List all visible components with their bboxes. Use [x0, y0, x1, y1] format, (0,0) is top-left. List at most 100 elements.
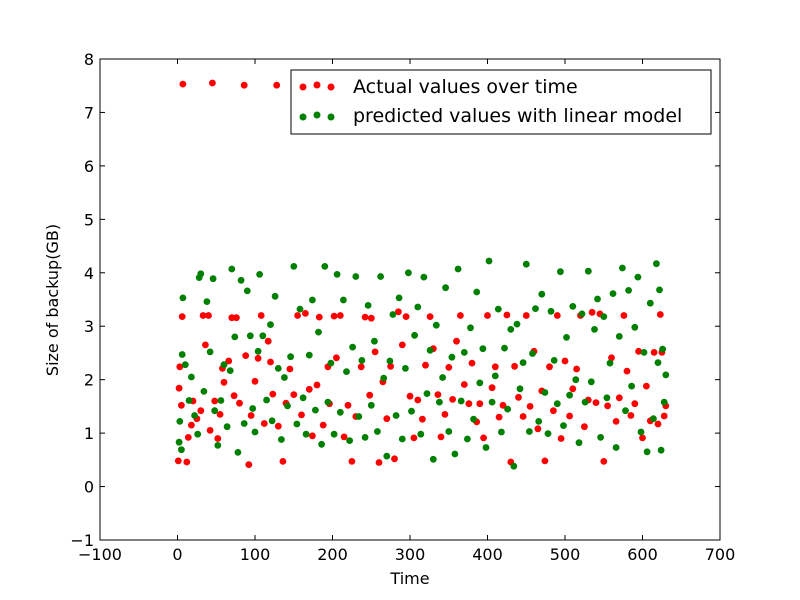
- data-point: [281, 374, 288, 381]
- data-point: [188, 373, 195, 381]
- data-point: [355, 413, 363, 420]
- y-tick-label: −1: [70, 531, 94, 550]
- data-point: [269, 390, 277, 398]
- data-point: [220, 361, 228, 369]
- data-point: [405, 269, 412, 277]
- data-point: [254, 347, 262, 355]
- data-point: [184, 434, 192, 441]
- legend-marker-dot: [313, 81, 321, 89]
- data-point: [454, 265, 462, 273]
- data-point: [357, 363, 365, 371]
- data-point: [491, 372, 499, 380]
- data-point: [371, 348, 379, 356]
- data-point: [216, 411, 224, 418]
- data-point: [343, 368, 350, 375]
- data-point: [231, 333, 239, 341]
- data-point: [395, 308, 402, 316]
- plot-area: [100, 59, 720, 540]
- data-point: [553, 312, 561, 319]
- data-point: [608, 354, 615, 362]
- data-point: [561, 357, 569, 365]
- data-point: [237, 276, 245, 284]
- data-point: [251, 428, 259, 436]
- x-tick-label: 300: [395, 545, 426, 564]
- data-point: [398, 341, 406, 349]
- data-point: [480, 434, 487, 442]
- data-point: [612, 444, 620, 451]
- data-point: [411, 331, 418, 339]
- data-point: [214, 442, 222, 449]
- data-point: [434, 391, 442, 398]
- data-point: [206, 427, 214, 434]
- data-point: [547, 307, 555, 315]
- y-tick-label: 2: [84, 371, 94, 390]
- data-point: [563, 334, 570, 341]
- data-point: [319, 421, 327, 429]
- data-point: [532, 305, 539, 312]
- data-point: [183, 458, 191, 466]
- data-point: [174, 457, 182, 465]
- data-point: [296, 305, 304, 313]
- data-point: [572, 376, 580, 384]
- data-point: [330, 430, 338, 438]
- data-point: [223, 423, 231, 431]
- data-point: [336, 312, 344, 319]
- legend-label-actual: Actual values over time: [353, 76, 578, 98]
- data-point: [333, 271, 341, 278]
- data-point: [298, 411, 305, 419]
- data-point: [546, 363, 553, 371]
- data-point: [263, 396, 270, 404]
- data-point: [620, 312, 628, 319]
- data-point: [364, 302, 372, 309]
- data-point: [256, 271, 263, 278]
- data-point: [646, 299, 654, 307]
- data-point: [178, 401, 185, 409]
- legend-marker-actual: [299, 81, 335, 91]
- data-point: [247, 412, 255, 419]
- data-point: [656, 286, 663, 294]
- data-point: [226, 367, 234, 374]
- data-point: [273, 81, 281, 89]
- data-point: [479, 345, 487, 353]
- data-point: [200, 388, 208, 395]
- legend-marker-dot: [313, 111, 321, 119]
- data-point: [569, 385, 577, 393]
- data-point: [591, 326, 598, 333]
- data-point: [513, 320, 521, 328]
- data-point: [573, 365, 580, 373]
- data-point: [612, 418, 620, 425]
- legend-marker-predicted: [299, 111, 335, 121]
- y-tick-label: 7: [84, 103, 94, 122]
- y-tick-label: 0: [84, 478, 94, 497]
- data-point: [305, 385, 313, 393]
- data-point: [236, 399, 243, 407]
- data-point: [251, 377, 259, 385]
- data-point: [467, 324, 474, 332]
- data-point: [470, 415, 477, 423]
- data-point: [566, 391, 573, 399]
- data-point: [305, 351, 313, 359]
- data-point: [286, 365, 294, 373]
- data-point: [380, 374, 388, 382]
- data-point: [274, 365, 282, 372]
- data-point: [290, 263, 298, 270]
- legend-marker-dot: [299, 113, 307, 121]
- x-tick-label: 400: [472, 545, 503, 564]
- data-point: [414, 303, 422, 311]
- data-point: [639, 434, 646, 442]
- data-point: [391, 455, 398, 463]
- data-point: [230, 392, 238, 400]
- data-point: [453, 337, 460, 345]
- data-point: [246, 332, 254, 340]
- data-point: [264, 337, 272, 345]
- data-point: [625, 287, 632, 294]
- data-points: [174, 79, 670, 470]
- y-tick-label: 6: [84, 157, 94, 176]
- data-point: [242, 352, 250, 359]
- data-point: [515, 393, 522, 401]
- data-point: [346, 437, 353, 444]
- data-point: [476, 379, 484, 387]
- data-point: [569, 303, 577, 310]
- data-point: [197, 407, 205, 415]
- data-point: [422, 361, 429, 369]
